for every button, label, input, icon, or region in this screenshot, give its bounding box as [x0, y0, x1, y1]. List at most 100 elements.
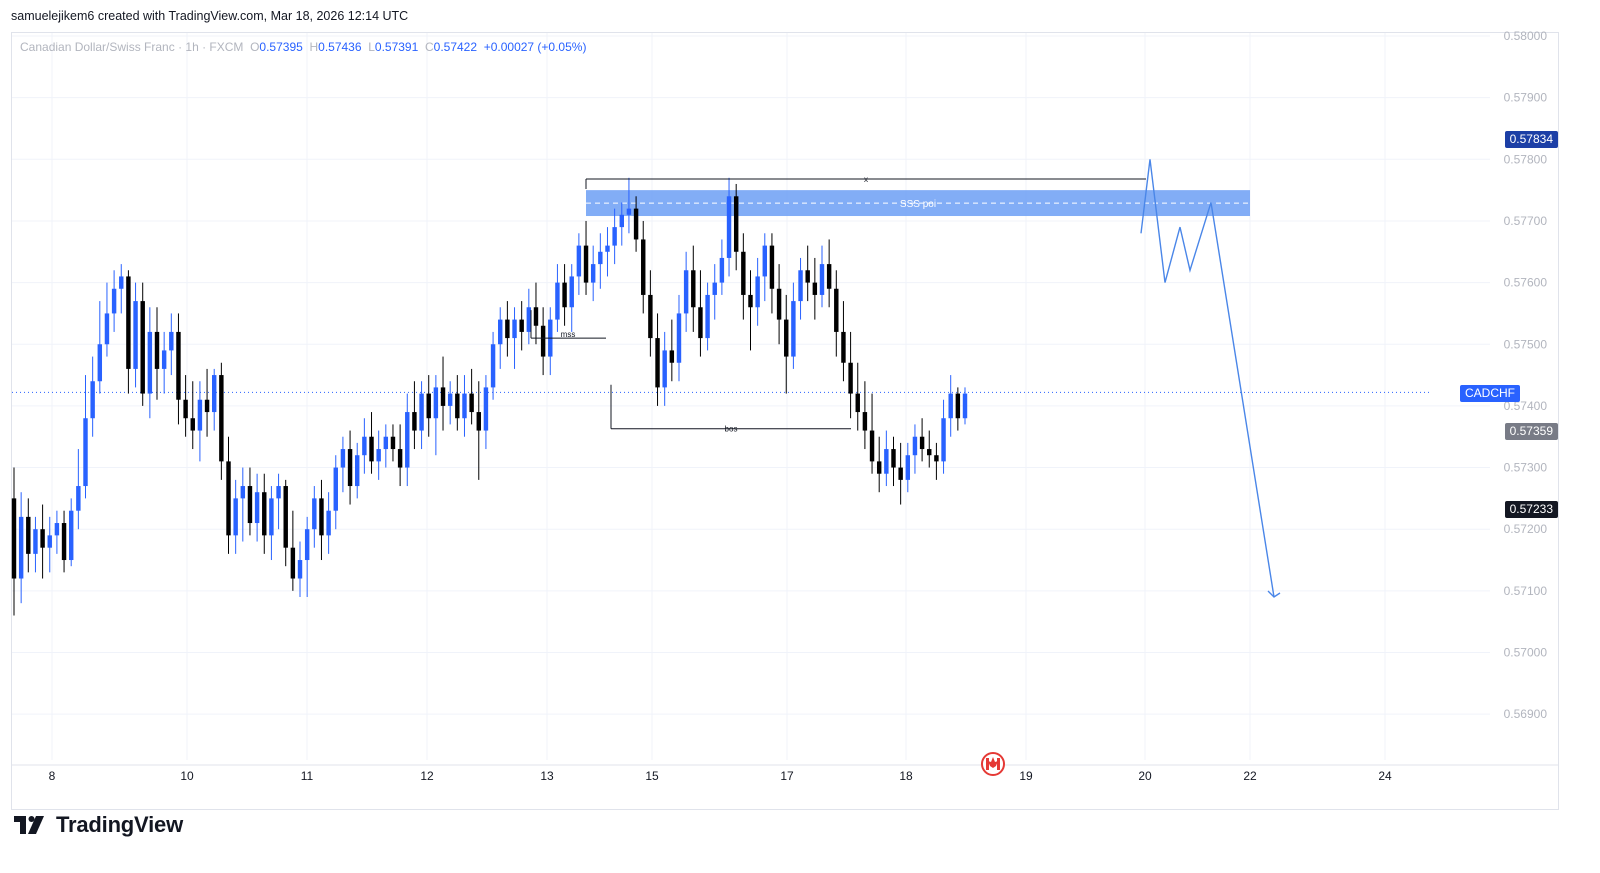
- time-axis[interactable]: 8 10 11 12 13 15 17 18 19 20 22 24: [49, 769, 1392, 783]
- candle-body: [290, 547, 296, 579]
- candle-body: [862, 412, 868, 431]
- candle-body: [362, 436, 367, 456]
- candle-body: [54, 523, 60, 536]
- candle-body: [262, 492, 267, 536]
- chart-legend: Canadian Dollar/Swiss Franc · 1h · FXCM …: [20, 40, 586, 54]
- candle-body: [383, 436, 389, 450]
- candle-body: [533, 307, 539, 326]
- candle-body: [211, 375, 217, 413]
- candle-body: [440, 387, 446, 406]
- candle-body: [26, 516, 31, 554]
- time-tick-label: 24: [1378, 769, 1392, 783]
- candle-body: [405, 412, 410, 468]
- legend-low-value: 0.57391: [374, 40, 419, 54]
- candle-body: [569, 276, 574, 308]
- time-tick-label: 20: [1138, 769, 1152, 783]
- candle-body: [512, 319, 517, 339]
- legend-change: +0.00027 (+0.05%): [483, 40, 587, 54]
- annotations-layer: x mss bos: [530, 159, 1281, 598]
- chart-frame: [11, 32, 1559, 810]
- candle-body: [855, 393, 860, 413]
- candle-body: [347, 449, 353, 487]
- candle-body: [698, 307, 703, 339]
- candle-body: [540, 325, 546, 357]
- price-tick-label: 0.57500: [1504, 337, 1548, 351]
- candle-body: [240, 486, 246, 499]
- candle-body: [605, 245, 610, 252]
- candle-body: [583, 245, 589, 283]
- tradingview-logo[interactable]: TradingView: [14, 812, 183, 838]
- candle-body: [40, 529, 45, 548]
- candle-body: [934, 455, 939, 462]
- liquidity-x-label: x: [864, 175, 868, 184]
- level-dark-badge: 0.57233: [1504, 501, 1558, 518]
- candle-body: [641, 239, 646, 295]
- grid-lines: [12, 33, 1559, 766]
- candle-body: [254, 492, 260, 524]
- candle-body: [562, 282, 567, 308]
- candle-body: [111, 288, 117, 314]
- candle-body: [11, 498, 17, 579]
- candle-body: [147, 331, 153, 394]
- projection-path: [1140, 159, 1275, 598]
- candle-body: [68, 510, 74, 561]
- candle-body: [269, 498, 274, 536]
- candle-body: [826, 264, 832, 289]
- candle-body: [126, 276, 131, 369]
- price-tick-label: 0.57100: [1504, 584, 1548, 598]
- candle-body: [519, 319, 524, 332]
- candle-body: [276, 486, 281, 499]
- candle-body: [304, 529, 310, 561]
- poi-zone-layer: SSS poi: [586, 190, 1250, 217]
- legend-symbol: Canadian Dollar/Swiss Franc · 1h · FXCM: [20, 40, 244, 54]
- time-tick-label: 15: [645, 769, 659, 783]
- candle-body: [176, 331, 181, 400]
- candle-body: [133, 301, 138, 369]
- candle-body: [197, 399, 203, 431]
- candle-body: [805, 270, 810, 283]
- price-tick-label: 0.58000: [1504, 29, 1548, 43]
- candle-body: [905, 455, 911, 480]
- price-axis[interactable]: 0.58000 0.57900 0.57800 0.57700 0.57600 0.575…: [1504, 29, 1548, 721]
- candle-body: [719, 257, 725, 283]
- candle-body: [76, 486, 81, 511]
- candle-body: [61, 523, 67, 561]
- candle-body: [576, 245, 582, 277]
- target-price-badge: 0.57834: [1504, 131, 1558, 148]
- time-tick-label: 22: [1243, 769, 1257, 783]
- candle-body: [955, 393, 961, 419]
- legend-high-value: 0.57436: [318, 40, 362, 54]
- price-tick-label: 0.57300: [1504, 461, 1548, 475]
- candle-body: [655, 338, 660, 388]
- candle-body: [455, 393, 460, 419]
- candle-body: [104, 313, 110, 345]
- price-tick-label: 0.57800: [1504, 152, 1548, 166]
- candle-body: [33, 529, 38, 554]
- candle-body: [948, 393, 953, 419]
- price-tick-label: 0.57900: [1504, 91, 1548, 105]
- candle-body: [140, 301, 145, 394]
- candle-body: [319, 498, 324, 536]
- candles-layer: [11, 177, 968, 616]
- time-tick-label: 19: [1019, 769, 1033, 783]
- candle-body: [769, 245, 775, 289]
- tradingview-logo-text: TradingView: [56, 812, 183, 837]
- candle-body: [390, 436, 396, 450]
- legend-open-value: 0.57395: [259, 40, 303, 54]
- candle-body: [791, 301, 796, 357]
- candle-body: [705, 294, 710, 339]
- level-gray-badge: 0.57359: [1504, 423, 1558, 440]
- candle-body: [490, 344, 496, 388]
- candle-body: [355, 455, 360, 487]
- candle-body: [941, 418, 946, 462]
- canada-event-icon[interactable]: [981, 752, 1005, 776]
- poi-zone-label: SSS poi: [900, 199, 936, 210]
- candle-body: [161, 350, 167, 369]
- candle-body: [97, 344, 103, 382]
- candle-body: [526, 307, 532, 332]
- candle-body: [555, 282, 560, 320]
- candle-body: [498, 319, 503, 345]
- candle-body: [326, 510, 331, 536]
- candle-body: [376, 449, 381, 462]
